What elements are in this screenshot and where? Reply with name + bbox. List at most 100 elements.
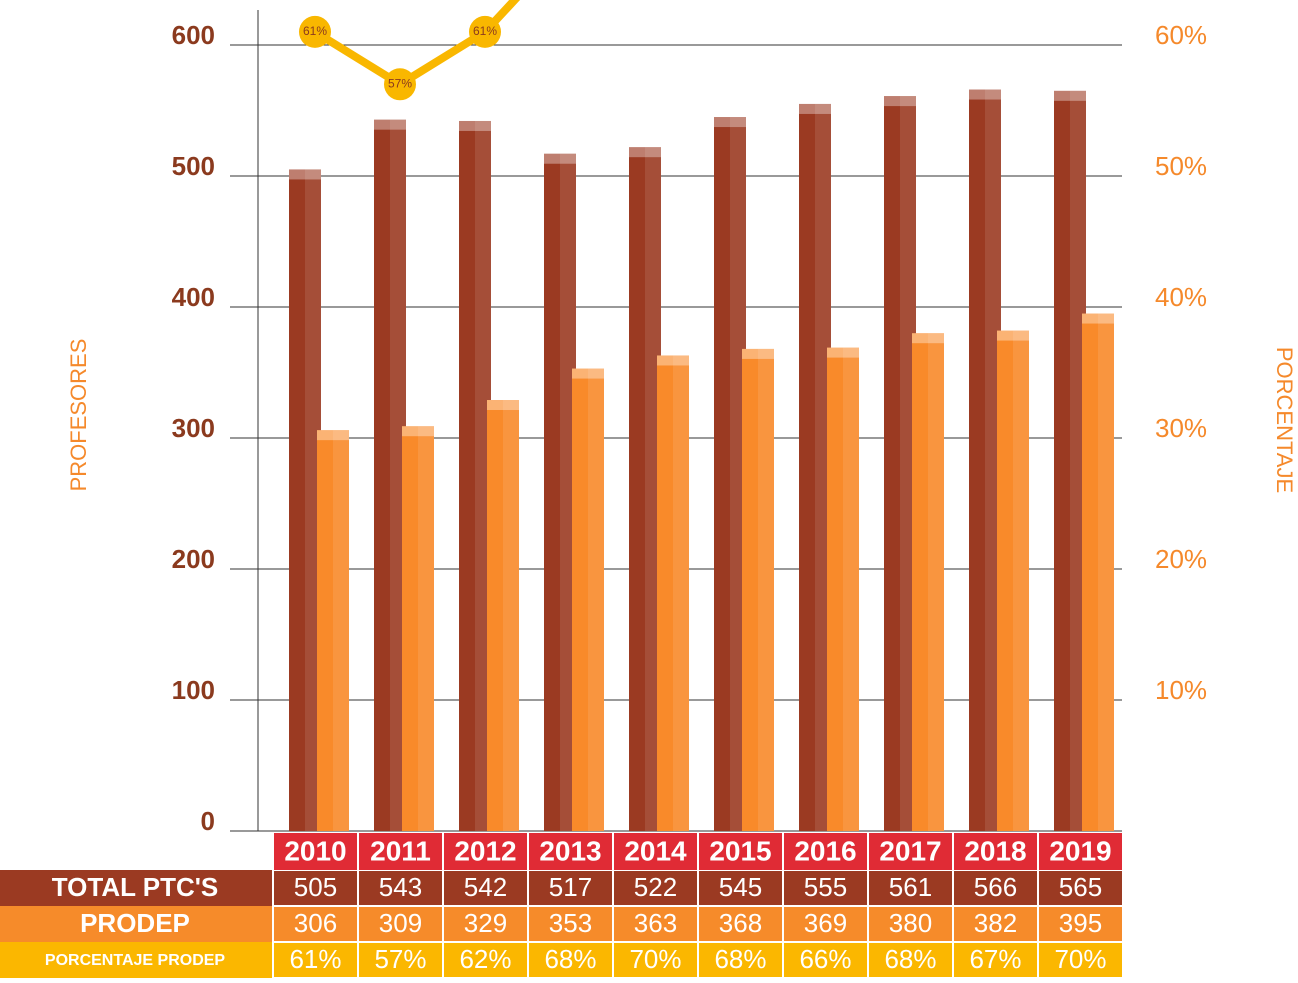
table-cell (359, 907, 442, 941)
bar (884, 96, 916, 832)
table-value: 67% (969, 944, 1021, 974)
table-value: 368 (719, 908, 762, 938)
bar-highlight (928, 333, 944, 831)
table-cell (869, 871, 952, 905)
year-cell (359, 833, 442, 870)
row-label: PRODEP (80, 908, 190, 938)
table-value: 543 (379, 872, 422, 902)
table-cell (359, 943, 442, 977)
table-cell (869, 907, 952, 941)
table-cell (699, 943, 782, 977)
line-marker (384, 68, 416, 101)
bar (402, 426, 434, 831)
bar-cap (827, 347, 859, 358)
bar-cap (487, 400, 519, 411)
table-value: 353 (549, 908, 592, 938)
bar-highlight (1013, 330, 1029, 831)
table-value: 309 (379, 908, 422, 938)
table-value: 68% (714, 944, 766, 974)
bar (1082, 313, 1114, 831)
bar (317, 430, 349, 831)
table-cell (614, 907, 697, 941)
y-tick-label: 300 (172, 413, 215, 443)
y-tick-label: 500 (172, 151, 215, 181)
table-cell (1039, 907, 1122, 941)
table-cell (699, 907, 782, 941)
bar-cap (459, 120, 491, 131)
bar-cap (374, 119, 406, 130)
row-label-cell (0, 942, 272, 978)
table-value: 68% (544, 944, 596, 974)
table-value: 61% (289, 944, 341, 974)
bar-cap (629, 147, 661, 158)
bar-cap (1054, 90, 1086, 101)
table-cell (784, 871, 867, 905)
y2-axis-title: PORCENTAJE (1272, 347, 1297, 493)
table-value: 380 (889, 908, 932, 938)
table-cell (359, 871, 442, 905)
bar-cap (317, 430, 349, 441)
y-axis-title: PROFESORES (66, 339, 91, 492)
line-marker (299, 15, 331, 48)
bar (1054, 90, 1086, 832)
table-value: 70% (629, 944, 681, 974)
table-cell (1039, 871, 1122, 905)
bar-highlight (1098, 313, 1114, 831)
x-tick-label: 2017 (879, 835, 941, 866)
table-value: 369 (804, 908, 847, 938)
y-tick-label: 0 (201, 806, 215, 836)
data-label: 61% (473, 24, 497, 38)
table-cell (529, 871, 612, 905)
bar (742, 348, 774, 831)
bar (487, 400, 519, 831)
bar (374, 119, 406, 832)
data-label: 57% (388, 76, 412, 90)
bar-cap (799, 103, 831, 114)
x-tick-label: 2013 (539, 835, 601, 866)
bar-highlight (503, 400, 519, 831)
table-value: 62% (459, 944, 511, 974)
table-value: 66% (799, 944, 851, 974)
table-cell (529, 943, 612, 977)
bar-cap (1082, 313, 1114, 324)
x-tick-label: 2014 (624, 835, 687, 866)
table-value: 555 (804, 872, 847, 902)
y-tick-label: 400 (172, 282, 215, 312)
year-cell (699, 833, 782, 870)
data-label: 61% (303, 24, 327, 38)
bar-cap (969, 89, 1001, 100)
x-tick-label: 2015 (709, 835, 771, 866)
year-cell (529, 833, 612, 870)
y2-tick-label: 50% (1155, 151, 1207, 181)
table-cell (444, 871, 527, 905)
table-value: 395 (1059, 908, 1102, 938)
x-tick-label: 2018 (964, 835, 1026, 866)
row-label-cell (0, 870, 272, 906)
table-value: 566 (974, 872, 1017, 902)
y2-tick-label: 10% (1155, 675, 1207, 705)
table-cell (614, 943, 697, 977)
table-value: 68% (884, 944, 936, 974)
table-value: 561 (889, 872, 932, 902)
table-cell (274, 871, 357, 905)
table-value: 565 (1059, 872, 1102, 902)
table-cell (274, 943, 357, 977)
bar-cap (657, 355, 689, 366)
bar-cap (402, 426, 434, 437)
table-cell (954, 943, 1037, 977)
y-tick-label: 100 (172, 675, 215, 705)
bar-cap (997, 330, 1029, 341)
y2-tick-label: 60% (1155, 20, 1207, 50)
bar (714, 117, 746, 832)
y2-tick-label: 40% (1155, 282, 1207, 312)
table-value: 545 (719, 872, 762, 902)
y-tick-label: 200 (172, 544, 215, 574)
bar-cap (714, 117, 746, 128)
table-value: 363 (634, 908, 677, 938)
bar-cap (912, 333, 944, 344)
bar-cap (742, 348, 774, 359)
bar-cap (884, 96, 916, 107)
table-cell (529, 907, 612, 941)
x-tick-label: 2019 (1049, 835, 1111, 866)
